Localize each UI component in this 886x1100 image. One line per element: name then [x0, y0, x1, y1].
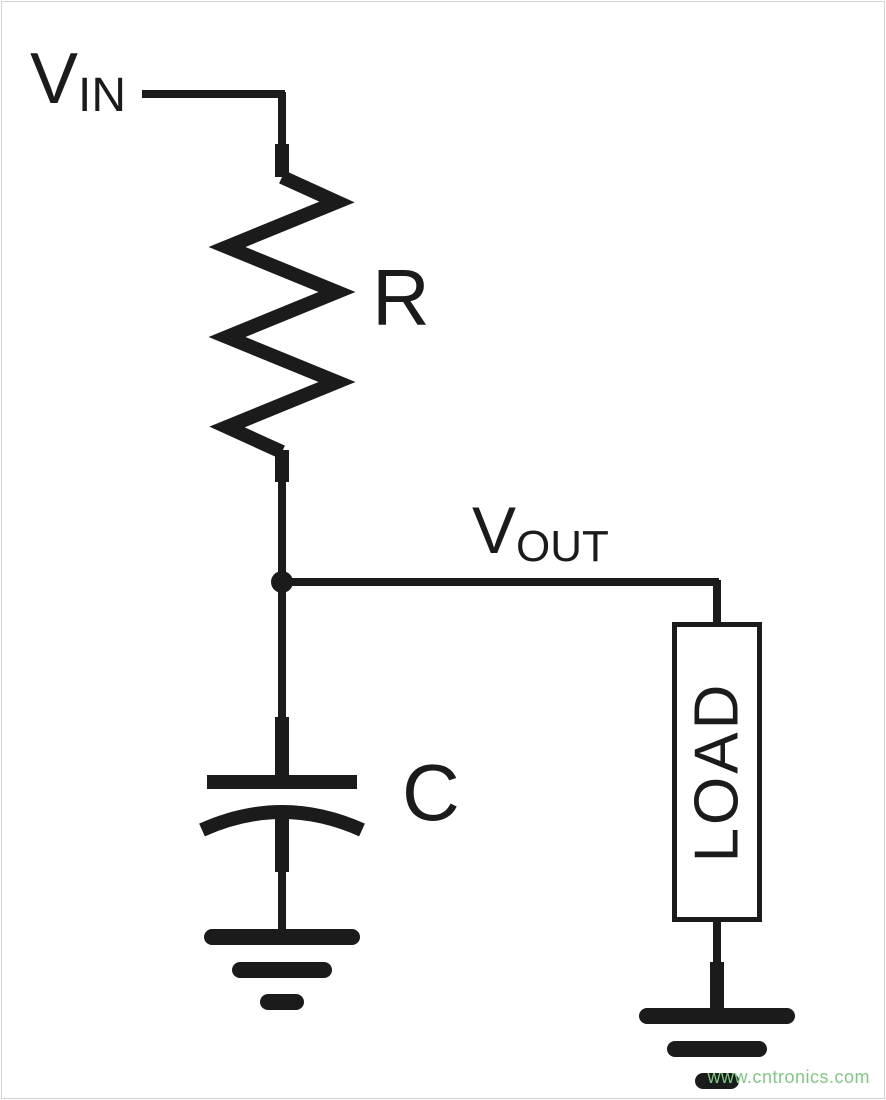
- label-capacitor: C: [402, 747, 460, 839]
- load-box: LOAD: [672, 622, 762, 922]
- vin-sub: IN: [78, 69, 126, 122]
- label-vout: VOUT: [472, 492, 609, 568]
- vout-sub: OUT: [516, 522, 609, 571]
- label-resistor: R: [372, 252, 430, 344]
- vin-main: V: [30, 39, 78, 119]
- vout-main: V: [472, 493, 516, 567]
- label-load: LOAD: [682, 682, 753, 863]
- circuit-svg: [2, 2, 886, 1100]
- diagram-frame: VIN R VOUT C LOAD www.cntronics.com: [1, 1, 885, 1099]
- watermark: www.cntronics.com: [707, 1067, 870, 1088]
- resistor-symbol: [227, 177, 337, 452]
- label-vin: VIN: [30, 38, 126, 120]
